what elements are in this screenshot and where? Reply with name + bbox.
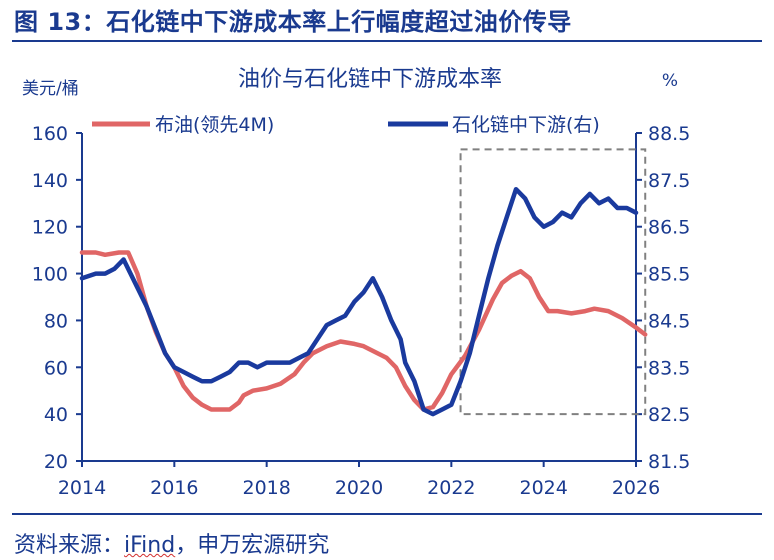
x-tick-label: 2026: [612, 477, 660, 499]
y-left-tick-label: 100: [32, 264, 68, 286]
legend-label-petrochem: 石化链中下游(右): [452, 114, 600, 136]
y-left-tick-label: 160: [32, 123, 68, 145]
y-left-tick-label: 40: [44, 404, 68, 426]
source-note: 资料来源：iFind，申万宏源研究: [14, 527, 329, 559]
y-left-tick-label: 20: [44, 451, 68, 473]
source-ifind: iFind: [124, 533, 176, 558]
x-tick-label: 2018: [242, 477, 290, 499]
y-right-tick-label: 83.5: [648, 357, 690, 379]
x-tick-label: 2022: [427, 477, 475, 499]
figure-title: 图 13：石化链中下游成本率上行幅度超过油价传导: [14, 8, 572, 36]
y-right-tick-label: 84.5: [648, 310, 690, 332]
title-rule: [12, 40, 762, 42]
x-tick-label: 2014: [58, 477, 106, 499]
x-tick-label: 2020: [335, 477, 383, 499]
y-left-tick-label: 80: [44, 310, 68, 332]
y-right-tick-label: 86.5: [648, 217, 690, 239]
y-right-tick-label: 82.5: [648, 404, 690, 426]
chart-title: 油价与石化链中下游成本率: [238, 67, 502, 92]
chart: 油价与石化链中下游成本率 美元/桶 % 布油(领先4M) 石化链中下游(右) 2…: [22, 67, 690, 499]
source-prefix: 资料来源：: [14, 533, 125, 558]
source-suffix: ，申万宏源研究: [175, 533, 330, 558]
y-left-tick-label: 140: [32, 170, 68, 192]
series-line-petrochem: [79, 186, 639, 417]
y-right-tick-label: 88.5: [648, 123, 690, 145]
y-right-tick-label: 81.5: [648, 451, 690, 473]
x-tick-label: 2024: [519, 477, 567, 499]
y-right-unit-label: %: [662, 71, 678, 91]
y-right-tick-label: 85.5: [648, 264, 690, 286]
highlight-box: [459, 148, 647, 416]
y-right-tick-label: 87.5: [648, 170, 690, 192]
y-left-unit-label: 美元/桶: [22, 79, 79, 99]
legend-label-brent: 布油(领先4M): [155, 114, 274, 136]
series-line-brent: [79, 250, 648, 412]
x-tick-label: 2016: [150, 477, 198, 499]
source-rule: [12, 513, 762, 515]
y-left-tick-label: 120: [32, 217, 68, 239]
y-left-tick-label: 60: [44, 357, 68, 379]
